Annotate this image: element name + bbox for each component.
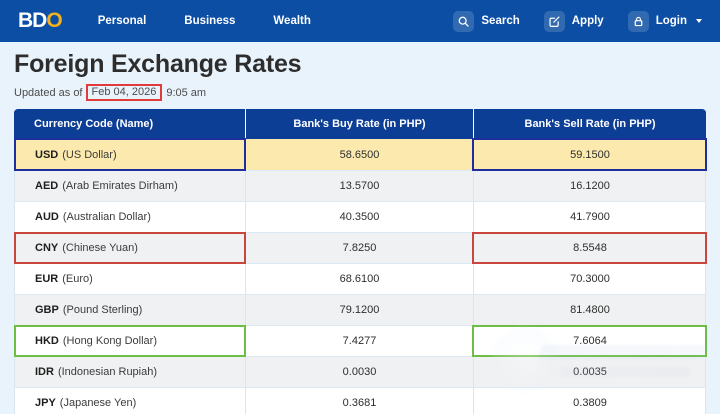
apply-button[interactable]: Apply	[543, 10, 604, 32]
currency-code: IDR	[35, 366, 54, 378]
column-header-buy-rate: Bank's Buy Rate (in PHP)	[245, 109, 473, 139]
nav-item-business[interactable]: Business	[184, 15, 236, 27]
column-header-currency: Currency Code (Name)	[34, 118, 154, 130]
table-row-eur: EUR (Euro) 68.6100 70.3000	[15, 263, 705, 294]
fx-rates-table: Currency Code (Name) Bank's Buy Rate (in…	[14, 109, 707, 414]
table-row-gbp: GBP (Pound Sterling) 79.1200 81.4800	[15, 294, 705, 325]
column-header-sell-rate: Bank's Sell Rate (in PHP)	[473, 109, 706, 139]
currency-cell: HKD (Hong Kong Dollar)	[14, 325, 246, 357]
buy-rate-cell: 58.6500	[245, 139, 473, 170]
updated-time: 9:05 am	[166, 86, 207, 99]
sell-rate-cell: 70.3000	[473, 264, 706, 294]
currency-name: (Arab Emirates Dirham)	[62, 180, 178, 192]
top-navigation-bar: BDO Personal Business Wealth Search Appl…	[0, 0, 720, 42]
buy-rate-cell: 7.8250	[245, 233, 473, 263]
sell-rate-cell: 81.4800	[473, 295, 706, 325]
sell-rate-cell: 0.0035	[473, 357, 706, 387]
currency-code: GBP	[35, 304, 59, 316]
sell-rate-cell: 8.5548	[472, 232, 707, 264]
updated-prefix: Updated as of	[14, 86, 83, 99]
search-label: Search	[481, 15, 520, 27]
search-icon	[453, 10, 475, 32]
chevron-down-icon	[696, 19, 702, 23]
lock-icon	[627, 10, 649, 32]
currency-cell: EUR (Euro)	[15, 264, 245, 294]
nav-item-personal[interactable]: Personal	[97, 15, 147, 27]
table-row-aed: AED (Arab Emirates Dirham) 13.5700 16.12…	[15, 170, 705, 201]
buy-rate-cell: 0.3681	[245, 388, 473, 414]
currency-code: CNY	[35, 242, 59, 254]
sell-rate-cell: 41.7900	[473, 202, 706, 232]
currency-code: AUD	[35, 211, 59, 223]
currency-code: AED	[35, 180, 59, 192]
sell-rate-cell: 16.1200	[473, 171, 706, 201]
apply-edit-icon	[543, 10, 565, 32]
currency-name: (Japanese Yen)	[59, 397, 137, 409]
table-row-usd: USD (US Dollar) 58.6500 59.1500	[14, 138, 707, 171]
main-nav: Personal Business Wealth	[98, 15, 311, 27]
table-row-idr: IDR (Indonesian Rupiah) 0.0030 0.0035	[15, 356, 705, 387]
sell-rate-cell: 7.6064	[472, 325, 707, 357]
currency-cell: AUD (Australian Dollar)	[15, 202, 245, 232]
main-content: Foreign Exchange Rates Updated as of Feb…	[0, 42, 720, 414]
buy-rate-cell: 68.6100	[245, 264, 473, 294]
currency-cell: CNY (Chinese Yuan)	[14, 232, 246, 264]
table-row-hkd: HKD (Hong Kong Dollar) 7.4277 7.6064	[14, 325, 707, 357]
currency-name: (Chinese Yuan)	[62, 242, 138, 254]
buy-rate-cell: 79.1200	[245, 295, 473, 325]
currency-cell: AED (Arab Emirates Dirham)	[15, 171, 245, 201]
updated-date-annotation-box: Feb 04, 2026	[85, 84, 163, 101]
table-header-row: Currency Code (Name) Bank's Buy Rate (in…	[14, 109, 706, 139]
buy-rate-cell: 0.0030	[245, 357, 473, 387]
logo-text-o: O	[46, 9, 62, 32]
nav-item-wealth[interactable]: Wealth	[273, 15, 311, 27]
currency-code: JPY	[35, 397, 56, 409]
login-label: Login	[655, 15, 687, 27]
currency-cell: USD (US Dollar)	[14, 138, 246, 171]
sell-rate-cell: 0.3809	[473, 388, 706, 414]
login-button[interactable]: Login	[627, 10, 702, 32]
apply-label: Apply	[571, 15, 604, 27]
currency-name: (Indonesian Rupiah)	[57, 366, 158, 378]
currency-name: (US Dollar)	[62, 148, 117, 161]
currency-code: USD	[35, 148, 59, 161]
table-body: USD (US Dollar) 58.6500 59.1500 AED (Ara…	[14, 138, 707, 414]
search-button[interactable]: Search	[453, 10, 520, 32]
currency-name: (Pound Sterling)	[62, 304, 143, 316]
currency-cell: IDR (Indonesian Rupiah)	[15, 357, 245, 387]
currency-cell: JPY (Japanese Yen)	[15, 388, 245, 414]
currency-code: EUR	[35, 273, 59, 285]
currency-name: (Euro)	[62, 273, 93, 285]
table-row-cny: CNY (Chinese Yuan) 7.8250 8.5548	[14, 232, 707, 264]
buy-rate-cell: 13.5700	[245, 171, 473, 201]
currency-code: HKD	[35, 335, 59, 347]
table-row-jpy: JPY (Japanese Yen) 0.3681 0.3809	[15, 387, 705, 414]
logo-text-bd: BD	[18, 9, 47, 32]
updated-timestamp: Updated as of Feb 04, 2026 9:05 am	[14, 84, 706, 101]
currency-name: (Hong Kong Dollar)	[62, 335, 157, 347]
header-actions: Search Apply Login	[453, 10, 702, 32]
bdo-logo[interactable]: BDO	[18, 9, 63, 33]
sell-rate-cell: 59.1500	[472, 138, 707, 171]
currency-cell: GBP (Pound Sterling)	[15, 295, 245, 325]
table-row-aud: AUD (Australian Dollar) 40.3500 41.7900	[15, 201, 705, 232]
buy-rate-cell: 40.3500	[245, 202, 473, 232]
page-title: Foreign Exchange Rates	[14, 50, 302, 78]
currency-name: (Australian Dollar)	[62, 211, 151, 223]
buy-rate-cell: 7.4277	[245, 326, 473, 356]
